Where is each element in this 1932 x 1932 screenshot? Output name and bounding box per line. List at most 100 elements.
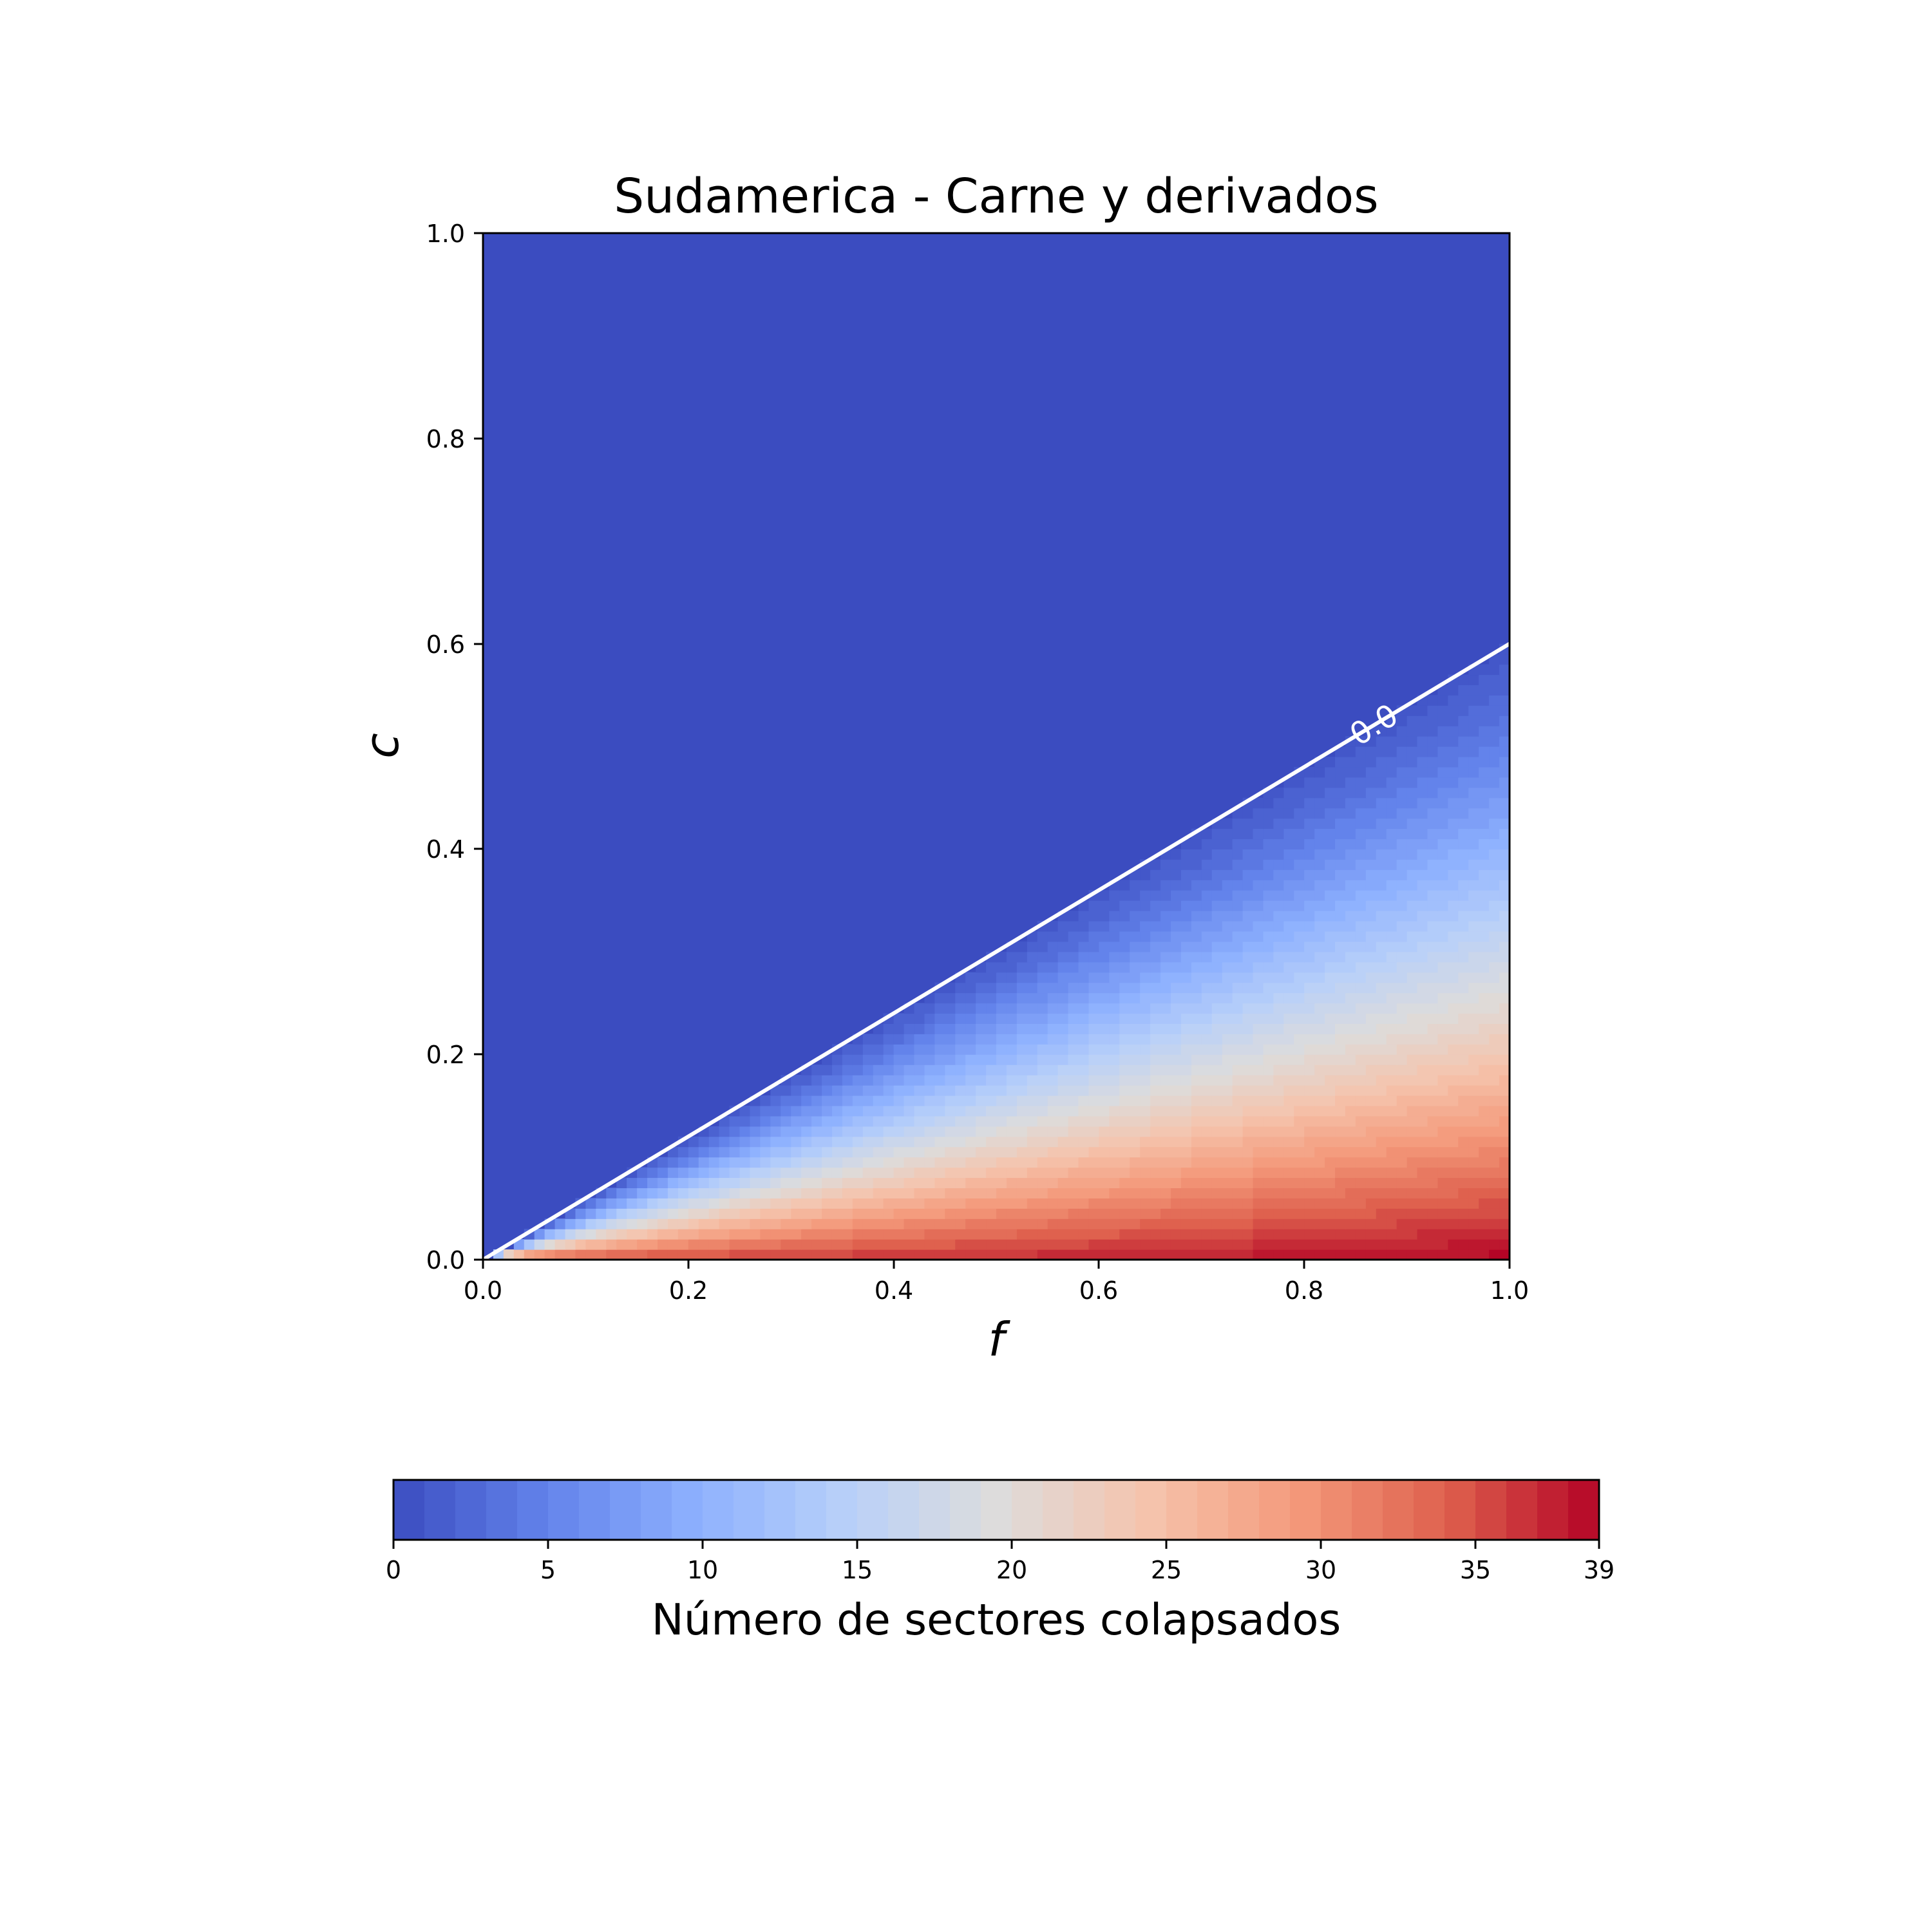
- heatmap-cell: [1170, 1003, 1182, 1014]
- heatmap-cell: [893, 1157, 905, 1168]
- heatmap-cell: [1180, 859, 1192, 870]
- heatmap-cell: [1119, 1249, 1130, 1260]
- heatmap-cell: [1304, 838, 1315, 849]
- heatmap-cell: [1386, 1136, 1397, 1148]
- heatmap-cell: [1314, 1239, 1325, 1250]
- heatmap-cell: [1253, 1065, 1264, 1075]
- heatmap-cell: [1016, 1177, 1028, 1189]
- heatmap-cell: [955, 1239, 966, 1250]
- heatmap-cell: [801, 1208, 812, 1219]
- heatmap-cell: [996, 1044, 1007, 1055]
- heatmap-cell: [822, 1157, 833, 1168]
- heatmap-cell: [904, 1054, 915, 1065]
- heatmap-cell: [1294, 941, 1305, 952]
- heatmap-cell: [1417, 1229, 1428, 1240]
- heatmap-cell: [1406, 726, 1418, 737]
- heatmap-cell: [688, 1157, 699, 1168]
- heatmap-cell: [1396, 746, 1408, 757]
- heatmap-cell: [1417, 1198, 1428, 1209]
- heatmap-cell: [1499, 654, 1510, 665]
- heatmap-cell: [1325, 880, 1336, 891]
- heatmap-cell: [1499, 736, 1510, 747]
- heatmap-cell: [1242, 1188, 1254, 1198]
- heatmap-cell: [1406, 1034, 1418, 1045]
- heatmap-cell: [1489, 1198, 1500, 1209]
- heatmap-cell: [1386, 1085, 1397, 1096]
- heatmap-cell: [1222, 1013, 1233, 1024]
- heatmap-cell: [1376, 890, 1387, 901]
- heatmap-cell: [893, 1177, 905, 1189]
- heatmap-cell: [811, 1146, 822, 1158]
- y-tick: 0.0: [426, 1246, 483, 1274]
- colorbar-segment: [1352, 1480, 1383, 1540]
- heatmap-cell: [842, 1054, 853, 1065]
- heatmap-cell: [1160, 1065, 1171, 1075]
- heatmap-cell: [1499, 911, 1510, 922]
- heatmap-cell: [1427, 1218, 1439, 1229]
- heatmap-cell: [831, 1239, 843, 1250]
- heatmap-cell: [1448, 726, 1459, 737]
- heatmap-cell: [750, 1167, 761, 1179]
- heatmap-cell: [637, 1218, 648, 1229]
- heatmap-cell: [657, 1198, 668, 1209]
- heatmap-cell: [1242, 931, 1254, 942]
- heatmap-cell: [1417, 808, 1428, 819]
- heatmap-cell: [585, 1239, 596, 1250]
- heatmap-cell: [996, 1065, 1007, 1075]
- heatmap-cell: [1027, 961, 1038, 973]
- colorbar-tick-label: 25: [1151, 1556, 1182, 1584]
- heatmap-cell: [1468, 1249, 1479, 1260]
- heatmap-cell: [647, 1188, 658, 1198]
- heatmap-cell: [873, 1167, 884, 1179]
- heatmap-cell: [1345, 1157, 1356, 1168]
- heatmap-cell: [1150, 880, 1161, 891]
- heatmap-cell: [1427, 1085, 1439, 1096]
- heatmap-cell: [1458, 900, 1469, 911]
- heatmap-cell: [1437, 1249, 1448, 1260]
- heatmap-cell: [1180, 1188, 1192, 1198]
- heatmap-cell: [1448, 746, 1459, 757]
- heatmap-cell: [1283, 1044, 1294, 1055]
- heatmap-cell: [1130, 931, 1141, 942]
- heatmap-cell: [760, 1188, 771, 1198]
- heatmap-cell: [1468, 1239, 1479, 1250]
- heatmap-cell: [1468, 941, 1479, 952]
- heatmap-cell: [1314, 1023, 1325, 1034]
- heatmap-cell: [1499, 951, 1510, 963]
- heatmap-cell: [955, 1065, 966, 1075]
- heatmap-cell: [1006, 1198, 1018, 1209]
- heatmap-cell: [842, 1146, 853, 1158]
- heatmap-cell: [1160, 1013, 1171, 1024]
- heatmap-cell: [1263, 1146, 1274, 1158]
- heatmap-cell: [1130, 1188, 1141, 1198]
- heatmap-cell: [914, 1126, 925, 1137]
- heatmap-cell: [596, 1218, 607, 1229]
- heatmap-cell: [996, 1095, 1007, 1106]
- heatmap-cell: [1325, 756, 1336, 768]
- heatmap-cell: [1191, 1126, 1202, 1137]
- heatmap-cell: [1335, 1157, 1346, 1168]
- heatmap-cell: [1365, 818, 1377, 829]
- heatmap-cell: [873, 1095, 884, 1106]
- heatmap-cell: [1448, 1218, 1459, 1229]
- heatmap-cell: [1099, 1115, 1110, 1127]
- x-tick: 0.4: [875, 1260, 913, 1305]
- heatmap-cell: [729, 1239, 741, 1250]
- heatmap-cell: [1273, 900, 1284, 911]
- heatmap-cell: [1140, 1085, 1151, 1096]
- heatmap-cell: [1109, 1105, 1120, 1117]
- heatmap-cell: [1427, 1044, 1439, 1055]
- heatmap-cell: [1222, 992, 1233, 1004]
- heatmap-cell: [1417, 1034, 1428, 1045]
- heatmap-cell: [883, 1105, 895, 1117]
- y-tick: 0.2: [426, 1041, 483, 1069]
- heatmap-cell: [893, 1198, 905, 1209]
- heatmap-cell: [1057, 1177, 1069, 1189]
- heatmap-cell: [862, 1157, 874, 1168]
- heatmap-cell: [1386, 1157, 1397, 1168]
- heatmap-cell: [1499, 982, 1510, 994]
- heatmap-cell: [1119, 1126, 1130, 1137]
- heatmap-cell: [1406, 1239, 1418, 1250]
- heatmap-cell: [1376, 1023, 1387, 1034]
- heatmap-cell: [1427, 756, 1439, 768]
